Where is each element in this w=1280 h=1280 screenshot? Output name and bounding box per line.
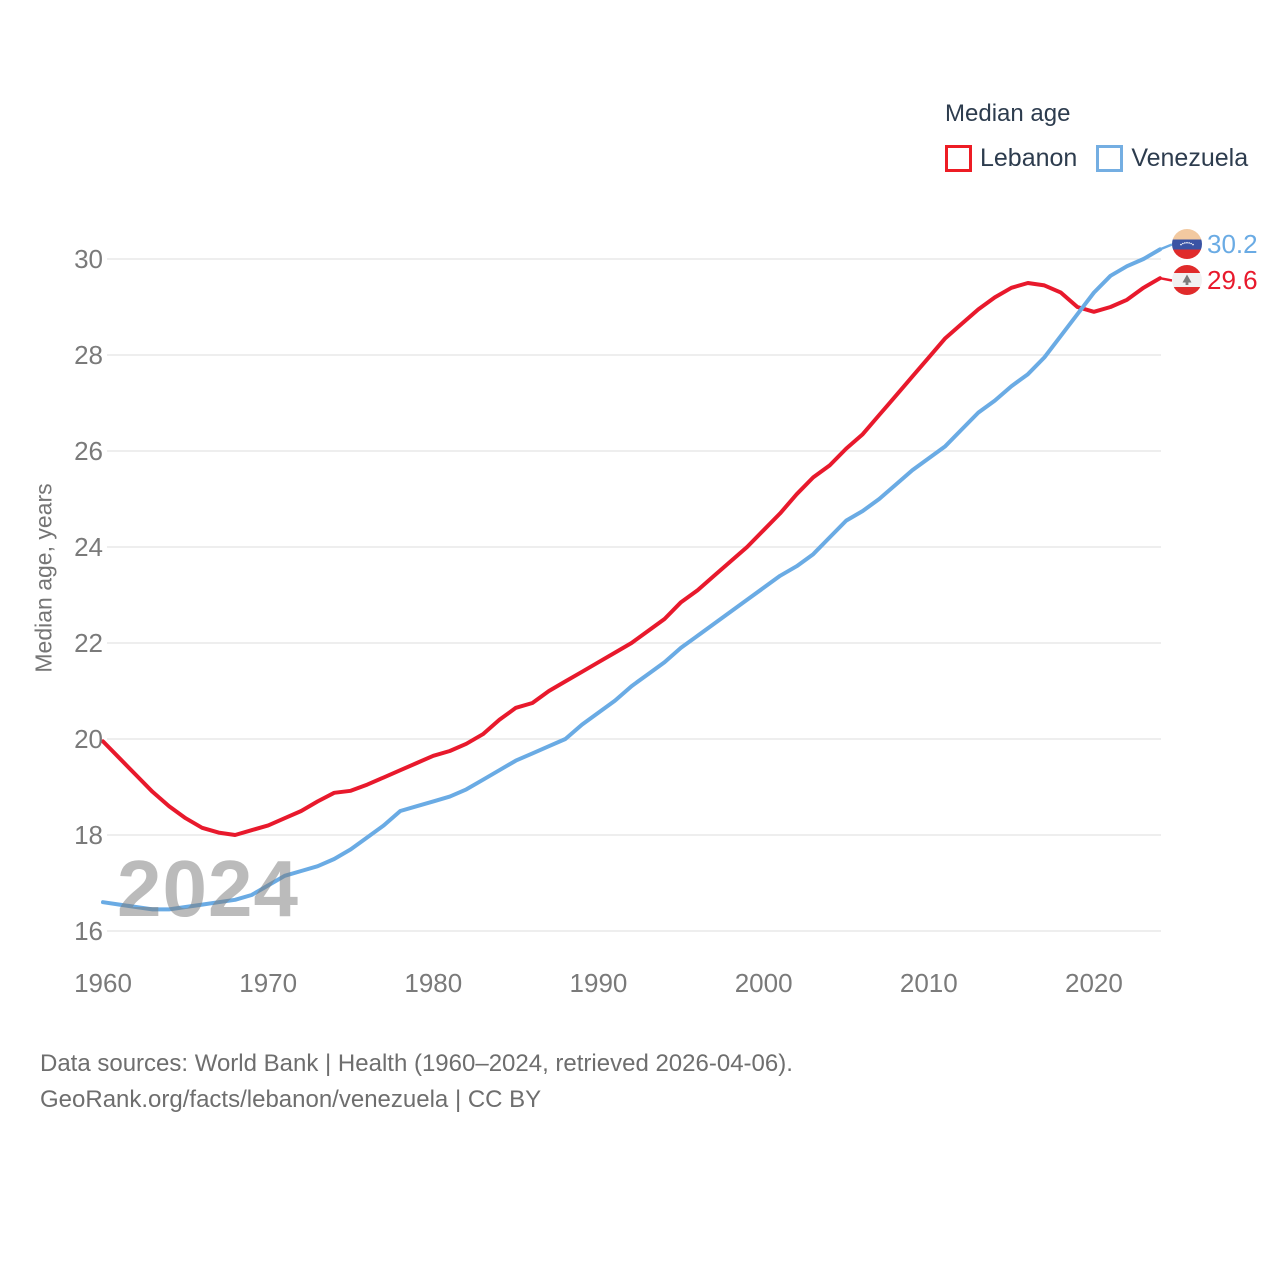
footer-sources: Data sources: World Bank | Health (1960–… [40, 1050, 793, 1077]
x-tick-label: 2020 [1065, 968, 1123, 998]
lebanon-end-value: 29.6 [1207, 265, 1258, 295]
x-tick-label: 2010 [899, 968, 958, 998]
y-tick-label: 18 [74, 820, 103, 850]
lebanon-line[interactable] [101, 276, 1162, 837]
y-tick-label: 20 [74, 724, 103, 754]
y-tick-label: 26 [74, 436, 103, 466]
x-tick-label: 1980 [404, 968, 463, 998]
legend-label-venezuela: Venezuela [1131, 144, 1249, 172]
y-tick-label: 30 [74, 244, 103, 274]
y-tick-label: 24 [74, 532, 103, 562]
y-tick-label: 28 [74, 340, 103, 370]
venezuela-end-connector [1159, 243, 1173, 251]
footer: Data sources: World Bank | Health (1960–… [40, 1046, 793, 1118]
y-tick-label: 16 [74, 916, 103, 946]
legend-title: Median age [945, 100, 1071, 127]
venezuela-flag-icon [1172, 229, 1202, 259]
legend-item-lebanon[interactable]: Lebanon [945, 144, 1077, 173]
x-tick-label: 2000 [734, 968, 793, 998]
legend-item-venezuela[interactable]: Venezuela [1096, 144, 1248, 173]
footer-attribution: GeoRank.org/facts/lebanon/venezuela | CC… [40, 1086, 542, 1113]
x-tick-label: 1990 [569, 968, 628, 998]
venezuela-line[interactable] [101, 247, 1162, 912]
lebanon-flag-icon [1172, 265, 1202, 295]
lebanon-swatch-icon [945, 145, 972, 172]
x-tick-label: 1960 [74, 968, 132, 998]
legend: Median age Lebanon Venezuela [945, 100, 1248, 173]
venezuela-swatch-icon [1096, 145, 1124, 172]
venezuela-end-value: 30.2 [1207, 229, 1258, 259]
legend-items: Lebanon Venezuela [945, 144, 1248, 173]
legend-label-lebanon: Lebanon [980, 144, 1078, 172]
x-tick-label: 1970 [239, 968, 298, 998]
lebanon-end-connector [1159, 276, 1173, 282]
y-tick-label: 22 [74, 628, 103, 658]
